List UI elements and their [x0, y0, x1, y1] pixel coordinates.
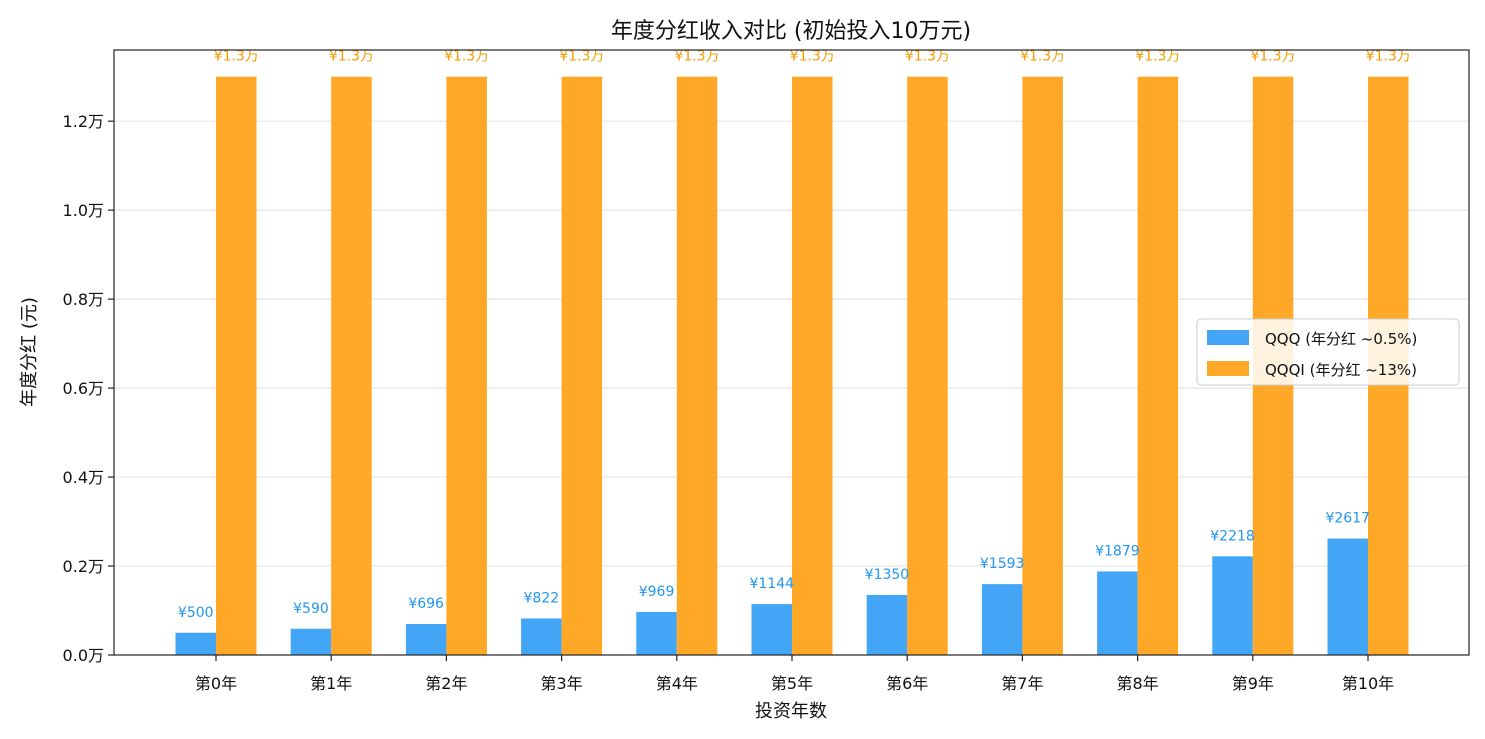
data-label-qqq: ¥1879: [1095, 543, 1140, 559]
data-label-qqqi: ¥1.3万: [559, 49, 604, 65]
data-label-qqqi: ¥1.3万: [214, 49, 259, 65]
x-tick-label: 第10年: [1342, 674, 1394, 693]
bar-qqqi: [1137, 76, 1179, 656]
bar-qqq: [521, 618, 562, 655]
y-tick-label: 0.2万: [63, 557, 104, 576]
data-label-qqqi: ¥1.3万: [905, 49, 950, 65]
data-label-qqq: ¥696: [408, 596, 444, 612]
legend-label-qqqi: QQQI (年分红 ~13%): [1265, 361, 1417, 379]
x-tick-label: 第4年: [656, 674, 698, 693]
data-labels: ¥500 ¥1.3万 ¥590 ¥1.3万 ¥696 ¥1.3万 ¥822 ¥1.3万 ¥969…: [178, 49, 1411, 621]
data-label-qqq: ¥1593: [980, 556, 1025, 572]
bar-qqqi: [561, 76, 603, 656]
data-label-qqq: ¥822: [524, 590, 560, 606]
bar-qqq: [1097, 571, 1138, 655]
y-tick-label: 0.4万: [63, 468, 104, 487]
data-label-qqq: ¥1144: [749, 576, 794, 592]
bar-qqq: [866, 594, 908, 655]
data-label-qqqi: ¥1.3万: [1020, 49, 1065, 65]
bar-qqqi: [446, 76, 487, 656]
bar-qqqi: [907, 76, 948, 656]
y-tick-label: 1.0万: [63, 201, 104, 220]
y-tick-label: 0.6万: [63, 379, 104, 398]
bar-qqqi: [676, 76, 718, 656]
bar-qqqi: [1022, 76, 1063, 656]
y-tick-label: 0.0万: [63, 646, 104, 665]
bar-qqq: [1212, 556, 1253, 655]
bar-qqqi: [792, 76, 833, 656]
bar-qqq: [751, 604, 792, 655]
data-label-qqqi: ¥1.3万: [1366, 49, 1411, 65]
bar-qqq: [290, 628, 332, 655]
legend-box: [1196, 318, 1460, 386]
legend-swatch-qqq: [1207, 330, 1249, 345]
x-axis-label: 投资年数: [755, 701, 827, 722]
data-label-qqq: ¥1350: [865, 567, 910, 583]
bar-qqq: [405, 624, 447, 655]
x-tick-label: 第2年: [425, 674, 467, 693]
x-tick-label: 第7年: [1001, 674, 1043, 693]
chart-title: 年度分红收入对比 (初始投入10万元): [611, 19, 971, 44]
x-tick-label: 第5年: [771, 674, 813, 693]
legend-label-qqq: QQQ (年分红 ~0.5%): [1265, 330, 1417, 348]
legend-swatch-qqqi: [1207, 361, 1249, 376]
data-label-qqqi: ¥1.3万: [1135, 49, 1180, 65]
y-axis: 0.0万 0.2万 0.4万 0.6万 0.8万 1.0万 1.2万: [63, 112, 114, 665]
y-tick-label: 0.8万: [63, 290, 104, 309]
data-label-qqq: ¥590: [293, 601, 329, 617]
data-label-qqq: ¥2617: [1325, 511, 1370, 527]
x-tick-label: 第0年: [195, 674, 237, 693]
bar-qqq: [981, 584, 1023, 655]
x-tick-label: 第9年: [1232, 674, 1274, 693]
bar-qqqi: [216, 76, 257, 656]
data-label-qqqi: ¥1.3万: [444, 49, 489, 65]
data-label-qqqi: ¥1.3万: [1250, 49, 1295, 65]
y-tick-label: 1.2万: [63, 112, 104, 131]
x-tick-label: 第6年: [886, 674, 928, 693]
data-label-qqqi: ¥1.3万: [790, 49, 835, 65]
data-label-qqqi: ¥1.3万: [329, 49, 374, 65]
x-tick-label: 第8年: [1117, 674, 1159, 693]
data-label-qqq: ¥500: [178, 605, 214, 621]
bar-qqqi: [331, 76, 372, 656]
bar-qqq: [175, 632, 216, 655]
bar-qqq: [636, 611, 677, 655]
x-tick-label: 第3年: [541, 674, 583, 693]
data-label-qqq: ¥2218: [1210, 528, 1255, 544]
y-axis-label: 年度分红 (元): [19, 297, 40, 407]
data-label-qqq: ¥969: [639, 584, 675, 600]
bar-qqq: [1327, 538, 1368, 655]
legend: QQQ (年分红 ~0.5%) QQQI (年分红 ~13%): [1196, 318, 1460, 386]
x-axis: 第0年 第1年 第2年 第3年 第4年 第5年 第6年 第7年 第8年 第9年 第10年: [195, 655, 1394, 693]
data-label-qqqi: ¥1.3万: [674, 49, 719, 65]
x-tick-label: 第1年: [310, 674, 352, 693]
